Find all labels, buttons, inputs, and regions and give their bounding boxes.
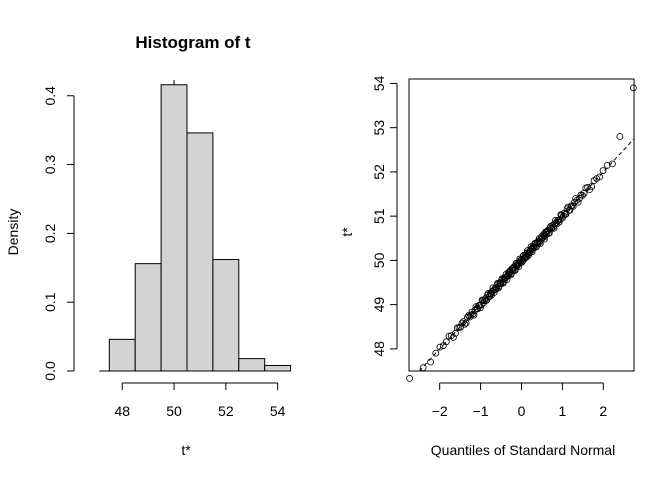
- qq-point: [629, 84, 637, 92]
- qq-x-tick-label: 1: [559, 403, 567, 419]
- histogram-x-tick-label: 54: [270, 403, 286, 419]
- qq-points: [406, 84, 637, 382]
- qq-y-axis-label: t*: [339, 227, 355, 237]
- histogram-bar: [186, 132, 214, 372]
- qq-point: [450, 333, 457, 341]
- qq-point: [436, 343, 444, 351]
- qq-y-tick-label: 54: [371, 75, 387, 91]
- qq-y-tick-label: 48: [371, 341, 387, 357]
- qq-point: [511, 267, 519, 274]
- qq-point: [458, 319, 466, 327]
- qq-point: [570, 198, 578, 206]
- qq-point: [588, 183, 596, 190]
- qq-point: [477, 301, 485, 309]
- qq-point: [616, 133, 624, 140]
- qq-x-tick-label: 0: [518, 403, 526, 419]
- histogram-y-tick-label: 0.1: [42, 292, 58, 312]
- histogram-bars: [99, 80, 292, 372]
- qq-point: [603, 161, 611, 169]
- qq-point: [447, 332, 455, 340]
- qq-point: [427, 358, 434, 366]
- qq-point: [584, 183, 592, 191]
- qq-plot-panel: Quantiles of Standard Normal t* −2 −1 0 1 2 4…: [339, 75, 637, 458]
- histogram-y-tick-label: 0.2: [42, 223, 58, 243]
- qq-point: [567, 202, 575, 210]
- qq-point: [596, 173, 604, 181]
- qq-x-tick-label: −2: [432, 403, 448, 419]
- histogram-x-tick-label: 52: [218, 403, 234, 419]
- qq-x-axis-label: Quantiles of Standard Normal: [431, 442, 615, 458]
- histogram-y-tick-label: 0.3: [42, 155, 58, 175]
- histogram-bar: [108, 338, 136, 372]
- qq-point: [463, 314, 471, 321]
- qq-point: [547, 225, 555, 233]
- histogram-axes: 48 50 52 54 0.0 0.1 0.2 0.3 0.4: [42, 86, 286, 419]
- qq-y-tick-label: 49: [371, 297, 387, 313]
- qq-point: [520, 255, 528, 263]
- histogram-x-tick-label: 50: [166, 403, 182, 419]
- qq-point: [609, 160, 616, 168]
- qq-x-tick-label: 2: [599, 403, 607, 419]
- qq-point: [442, 338, 450, 346]
- qq-y-tick-label: 52: [371, 164, 387, 180]
- histogram-bar: [134, 263, 162, 372]
- qq-point: [536, 240, 544, 247]
- qq-point: [533, 243, 540, 251]
- qq-axes: −2 −1 0 1 2 48 49 50 51 52 53 54: [371, 75, 607, 419]
- qq-point: [574, 198, 582, 206]
- histogram-x-axis-label: t*: [181, 442, 191, 458]
- qq-point: [419, 364, 427, 372]
- qq-point: [445, 332, 453, 340]
- qq-point: [461, 320, 469, 328]
- qq-y-tick-label: 53: [371, 120, 387, 136]
- histogram-bar: [238, 358, 266, 372]
- qq-point: [599, 167, 607, 174]
- histogram-bar: [160, 84, 188, 372]
- qq-point: [432, 349, 440, 357]
- histogram-y-tick-label: 0.4: [42, 86, 58, 106]
- qq-point: [579, 192, 586, 199]
- qq-point: [469, 310, 477, 318]
- qq-y-tick-label: 50: [371, 252, 387, 268]
- histogram-title: Histogram of t: [135, 33, 251, 52]
- qq-plot-box: [408, 78, 635, 372]
- histogram-y-axis-label: Density: [5, 209, 21, 256]
- qq-y-tick-label: 51: [371, 208, 387, 224]
- qq-point: [406, 374, 414, 382]
- histogram-y-tick-label: 0.0: [42, 361, 58, 381]
- histogram-bar: [212, 259, 240, 372]
- qq-reference-line: [418, 138, 635, 372]
- histogram-x-tick-label: 48: [114, 403, 130, 419]
- qq-point: [470, 311, 478, 319]
- qq-point: [569, 202, 577, 210]
- histogram-bar: [264, 364, 292, 372]
- qq-point: [517, 259, 525, 267]
- histogram-panel: Histogram of t t* Density 48 50 52 54 0.0 0.1…: [5, 33, 292, 458]
- qq-point: [477, 304, 484, 312]
- qq-x-tick-label: −1: [473, 403, 489, 419]
- qq-point: [544, 227, 551, 235]
